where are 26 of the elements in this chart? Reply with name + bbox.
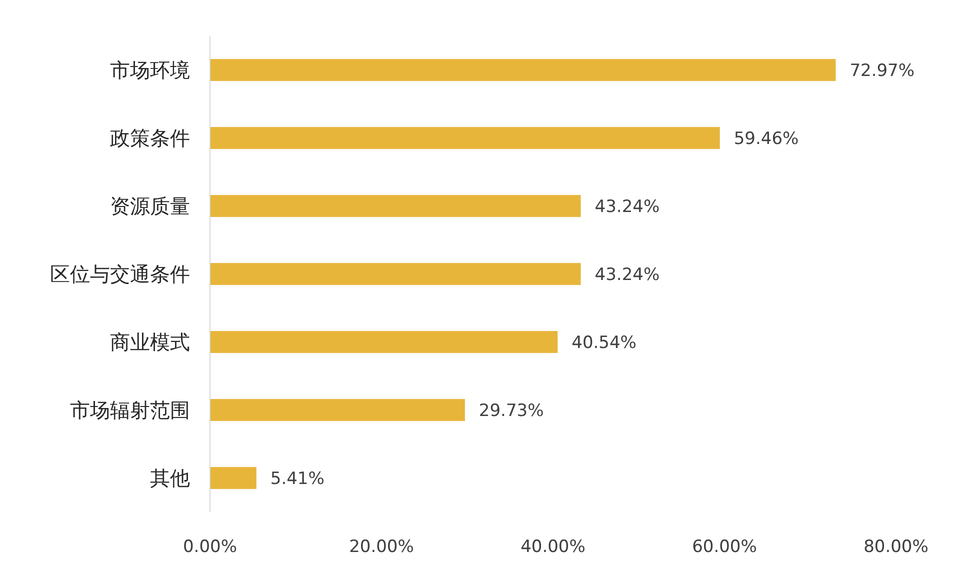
y-tick-label: 市场环境 [110,58,190,82]
data-label: 29.73% [478,401,544,422]
bar [210,399,465,421]
data-label: 40.54% [572,333,636,354]
y-tick-label: 资源质量 [110,194,190,218]
y-tick-label: 其他 [150,466,190,490]
y-tick-label: 区位与交通条件 [50,262,190,286]
y-tick-label: 政策条件 [110,126,190,150]
y-tick-label: 市场辐射范围 [70,398,190,422]
bar [210,195,581,217]
bar [210,467,256,489]
data-label: 59.46% [734,129,799,150]
x-tick-label: 20.00% [349,537,414,558]
x-tick-label: 40.00% [520,537,586,558]
x-tick-label: 60.00% [692,537,757,558]
bar [210,127,720,149]
x-tick-label: 80.00% [864,537,928,558]
x-tick-label: 0.00% [182,537,238,558]
data-label: 43.24% [594,197,660,218]
data-label: 43.24% [594,265,660,286]
data-label: 5.41% [270,469,324,490]
bar [210,263,581,285]
y-tick-label: 商业模式 [110,330,190,354]
bar [210,59,836,81]
data-label: 72.97% [850,61,915,82]
bar [210,331,558,353]
